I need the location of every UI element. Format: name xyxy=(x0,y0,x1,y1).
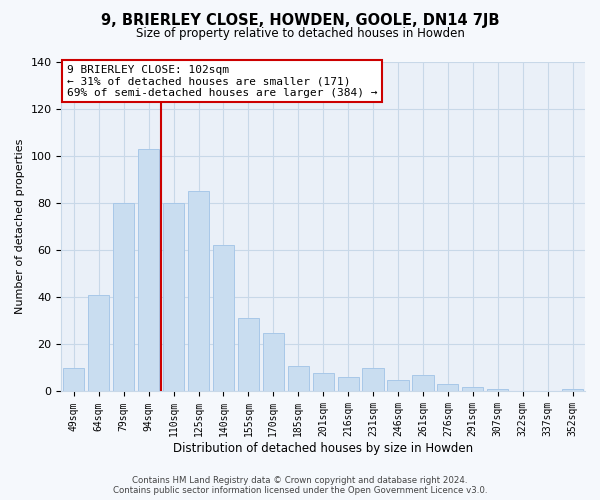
Bar xyxy=(437,384,458,392)
Text: 9, BRIERLEY CLOSE, HOWDEN, GOOLE, DN14 7JB: 9, BRIERLEY CLOSE, HOWDEN, GOOLE, DN14 7… xyxy=(101,12,499,28)
Bar xyxy=(188,191,209,392)
Bar xyxy=(138,148,159,392)
Bar xyxy=(213,246,234,392)
Bar xyxy=(362,368,383,392)
Bar xyxy=(287,366,309,392)
Bar xyxy=(412,375,434,392)
Text: 9 BRIERLEY CLOSE: 102sqm
← 31% of detached houses are smaller (171)
69% of semi-: 9 BRIERLEY CLOSE: 102sqm ← 31% of detach… xyxy=(67,65,377,98)
Bar xyxy=(238,318,259,392)
Bar xyxy=(163,203,184,392)
Bar xyxy=(338,378,359,392)
Bar xyxy=(113,203,134,392)
Bar xyxy=(462,387,484,392)
Bar xyxy=(263,332,284,392)
Bar xyxy=(487,389,508,392)
Bar xyxy=(88,295,109,392)
Bar xyxy=(562,389,583,392)
Bar xyxy=(388,380,409,392)
X-axis label: Distribution of detached houses by size in Howden: Distribution of detached houses by size … xyxy=(173,442,473,455)
Bar xyxy=(63,368,85,392)
Bar xyxy=(313,372,334,392)
Text: Size of property relative to detached houses in Howden: Size of property relative to detached ho… xyxy=(136,28,464,40)
Text: Contains HM Land Registry data © Crown copyright and database right 2024.
Contai: Contains HM Land Registry data © Crown c… xyxy=(113,476,487,495)
Y-axis label: Number of detached properties: Number of detached properties xyxy=(15,139,25,314)
